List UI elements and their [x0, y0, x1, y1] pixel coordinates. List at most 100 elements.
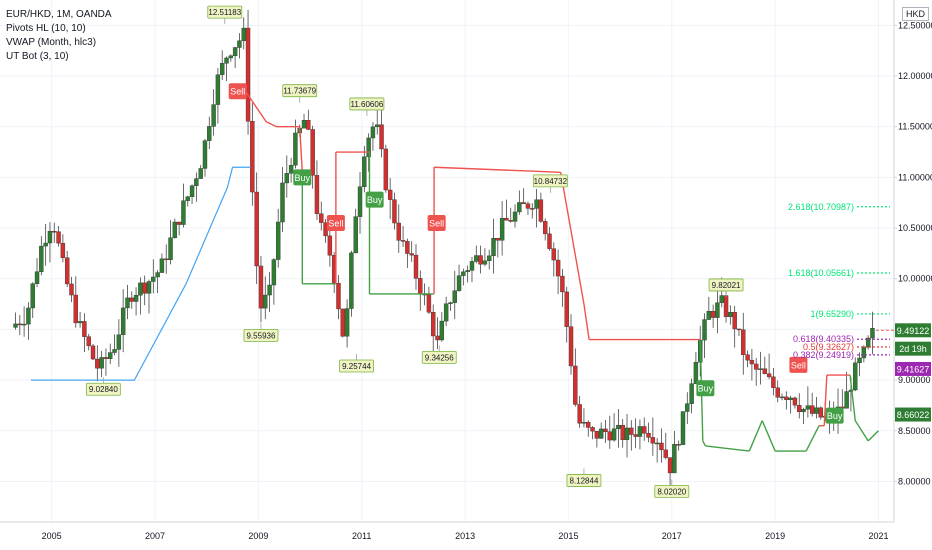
candle — [172, 221, 178, 239]
candle — [775, 387, 780, 398]
candle — [478, 255, 483, 265]
candle — [620, 424, 625, 441]
ut-bot-segment — [434, 166, 561, 174]
candle — [534, 199, 539, 209]
buy-signal: Buy — [696, 380, 715, 397]
buy-signal: Buy — [825, 407, 844, 424]
candle — [784, 396, 789, 400]
candle — [340, 308, 345, 337]
candle — [357, 186, 363, 217]
y-tick-label: 12.50000 — [898, 20, 932, 30]
candle — [164, 258, 169, 261]
candle — [151, 276, 156, 282]
sell-signal: Sell — [228, 83, 247, 100]
candle — [719, 295, 724, 303]
candle — [482, 260, 488, 265]
candle — [865, 337, 871, 348]
candle — [607, 431, 612, 441]
fib-label: 0.618(9.40335) — [793, 334, 854, 344]
currency-button[interactable]: HKD — [902, 7, 930, 21]
candle — [521, 202, 526, 204]
x-tick-label: 2019 — [765, 531, 785, 541]
signal-box — [789, 356, 808, 373]
chart-legend: EUR/HKD, 1M, OANDA Pivots HL (10, 10) VW… — [6, 8, 112, 64]
symbol-title[interactable]: EUR/HKD, 1M, OANDA — [6, 9, 112, 20]
candle — [538, 199, 544, 222]
y-tick-label: 9.00000 — [898, 375, 931, 385]
pivot-label: 9.02840 — [85, 377, 121, 396]
y-tick-label: 8.00000 — [898, 476, 931, 486]
candle — [241, 27, 246, 42]
candle — [327, 235, 333, 256]
candle — [702, 319, 707, 341]
candle — [659, 442, 664, 451]
pivot-box — [532, 174, 568, 188]
candle — [598, 428, 604, 439]
candle — [689, 383, 694, 404]
candle — [435, 335, 440, 341]
candle — [353, 216, 358, 254]
candle — [409, 253, 414, 256]
y-tick-label: 11.00000 — [898, 172, 932, 182]
candle — [293, 132, 298, 166]
candle — [650, 437, 656, 444]
candle — [461, 271, 466, 276]
pivot-box — [85, 382, 121, 396]
price-tag-label: 8.66022 — [897, 410, 930, 420]
candle — [818, 407, 823, 418]
pivot-label: 9.55936 — [243, 323, 279, 342]
x-tick-label: 2017 — [662, 531, 682, 541]
candle — [82, 321, 87, 337]
pivot-label: 9.25744 — [339, 354, 374, 373]
pivot-value: 9.02840 — [89, 385, 118, 394]
candle — [663, 449, 668, 458]
candle — [586, 422, 591, 428]
candle — [194, 178, 199, 186]
candle — [487, 255, 492, 261]
candle — [267, 284, 272, 296]
candle — [439, 320, 445, 341]
candle — [155, 272, 160, 278]
candle — [95, 358, 100, 369]
candle — [741, 329, 746, 355]
pivot-box — [421, 350, 457, 364]
ut-bot-segment — [805, 425, 820, 452]
candle — [108, 352, 113, 359]
candle — [301, 120, 307, 129]
pivot-box — [654, 485, 690, 498]
candle — [275, 221, 281, 260]
candle — [146, 281, 152, 294]
candle — [336, 283, 341, 310]
signal-box — [326, 214, 345, 231]
candle — [387, 189, 393, 200]
candle — [254, 191, 259, 267]
price-tag: 9.41627 — [895, 361, 931, 376]
candle — [706, 310, 712, 320]
candle — [202, 140, 208, 169]
candle — [676, 444, 681, 446]
candle — [517, 202, 522, 213]
indicator-pivots[interactable]: Pivots HL (10, 10) — [6, 23, 86, 34]
pivot-label: 10.84732 — [532, 174, 568, 193]
candle — [250, 121, 255, 193]
candle — [771, 376, 776, 388]
candle — [138, 282, 143, 296]
indicator-vwap[interactable]: VWAP (Month, hlc3) — [6, 37, 97, 48]
ut-bot-segment — [705, 445, 750, 452]
signal-label: Sell — [328, 218, 343, 228]
ut-bot-segment — [244, 90, 267, 123]
pivot-box — [566, 474, 602, 487]
signal-label: Buy — [827, 411, 843, 421]
candle — [448, 302, 453, 304]
indicator-ut-bot[interactable]: UT Bot (3, 10) — [6, 51, 69, 62]
candle — [564, 291, 569, 327]
signal-label: Buy — [295, 173, 311, 183]
ut-bot-segment — [559, 172, 585, 305]
candle — [129, 297, 134, 302]
candle — [525, 203, 531, 209]
candle — [745, 354, 750, 361]
candle — [629, 427, 634, 435]
candle — [73, 294, 78, 324]
candle — [603, 428, 608, 432]
